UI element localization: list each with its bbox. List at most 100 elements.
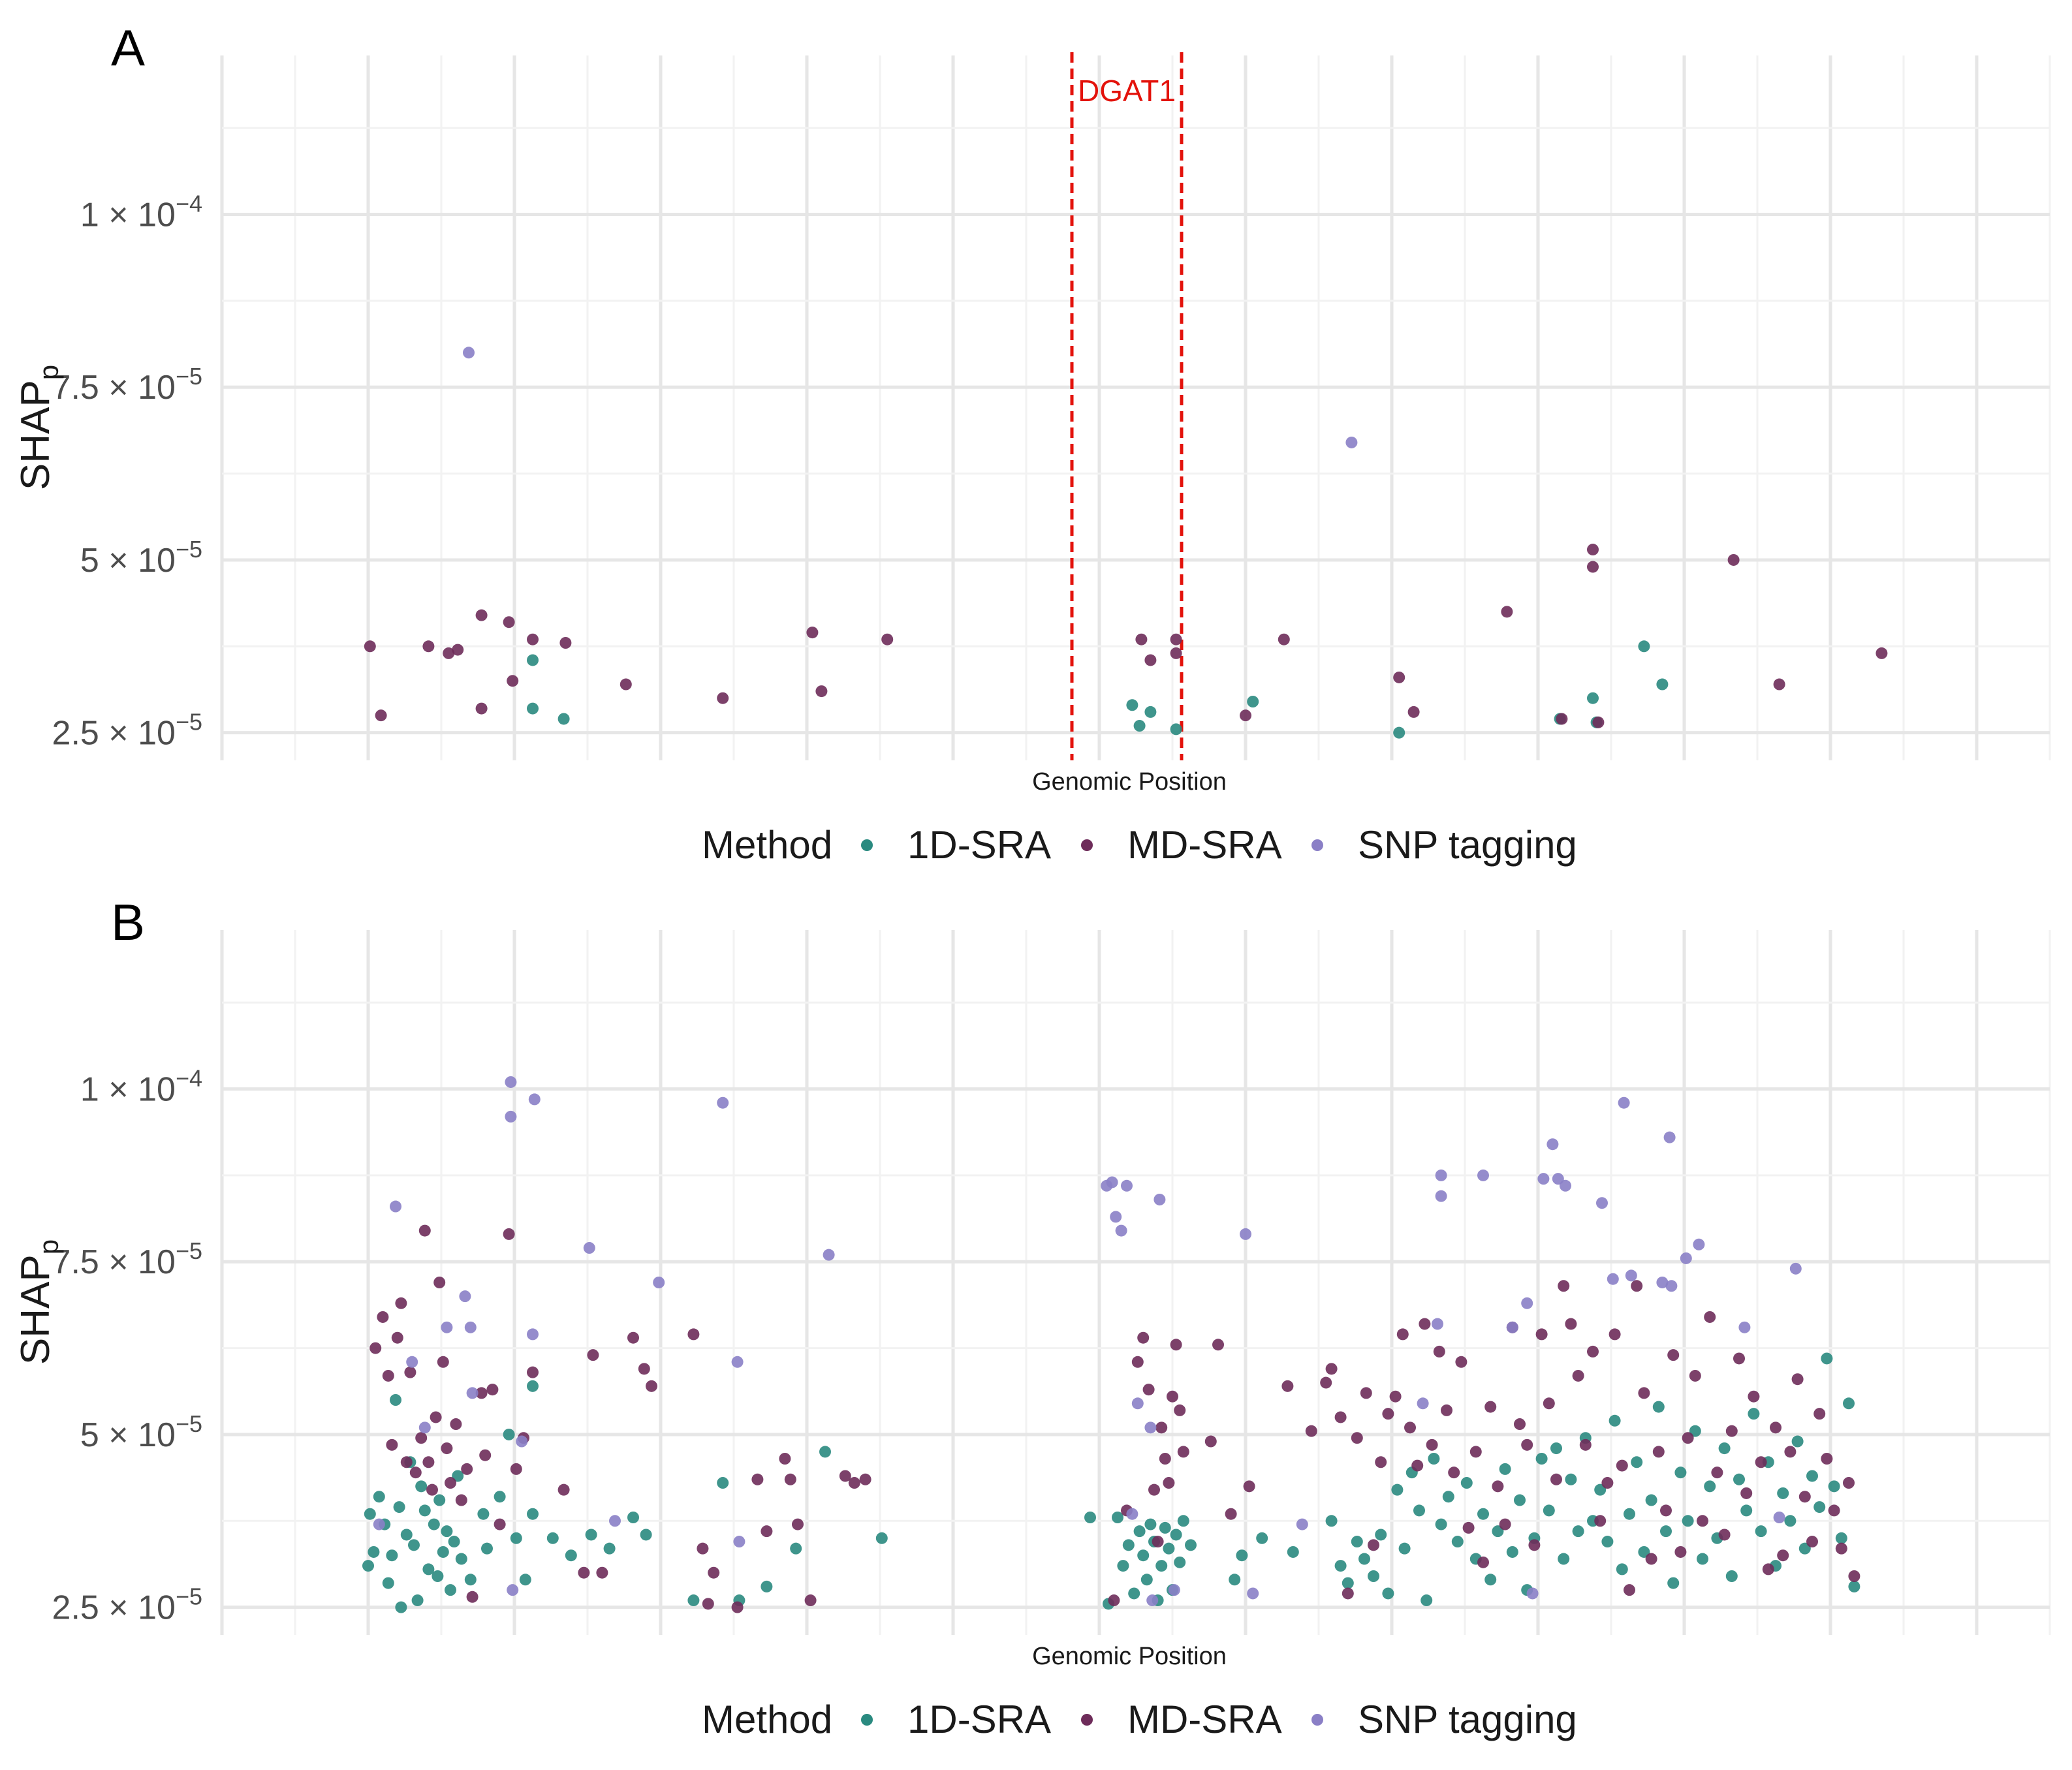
- y-tick-times: × 10: [99, 542, 176, 580]
- data-point: [1368, 1539, 1379, 1551]
- chart-panel-a: 2.5 × 10−55 × 10−57.5 × 10−51 × 10−4SHAP…: [13, 19, 2051, 867]
- data-point: [1665, 1280, 1678, 1292]
- data-point: [1432, 1318, 1443, 1330]
- data-point: [1469, 1446, 1482, 1458]
- data-point: [1543, 1504, 1555, 1517]
- data-point: [1351, 1432, 1363, 1444]
- y-tick-times: × 10: [99, 196, 176, 234]
- data-point: [1682, 1515, 1694, 1527]
- data-point: [1170, 633, 1182, 645]
- data-point: [1594, 1515, 1607, 1527]
- data-point: [1645, 1494, 1657, 1506]
- data-point: [1225, 1508, 1237, 1520]
- data-point: [761, 1580, 773, 1592]
- data-point: [1142, 1384, 1155, 1396]
- y-tick-mantissa: 1: [80, 1071, 99, 1109]
- data-point: [1477, 1508, 1489, 1520]
- data-point: [1170, 723, 1182, 736]
- data-point: [486, 1384, 499, 1396]
- data-point: [790, 1542, 802, 1555]
- data-point: [1596, 1197, 1608, 1209]
- data-point: [1243, 1480, 1255, 1493]
- y-tick-times: × 10: [99, 1243, 176, 1281]
- data-point: [377, 1311, 389, 1323]
- data-point: [516, 1435, 528, 1448]
- data-point: [1762, 1563, 1774, 1576]
- data-point: [1748, 1390, 1760, 1403]
- data-point: [1773, 1512, 1785, 1523]
- data-point: [415, 1480, 428, 1493]
- data-point: [578, 1566, 590, 1579]
- data-point: [395, 1601, 407, 1613]
- data-point: [609, 1515, 621, 1527]
- data-point: [1704, 1480, 1716, 1493]
- y-tick-exponent: −5: [176, 709, 202, 736]
- data-point: [505, 1110, 517, 1123]
- data-point: [1334, 1560, 1347, 1572]
- data-point: [565, 1549, 577, 1562]
- data-point: [466, 1387, 479, 1399]
- x-axis-label: Genomic Position: [1032, 768, 1227, 796]
- data-point: [1148, 1483, 1160, 1496]
- data-point: [1609, 1414, 1621, 1427]
- data-point: [1738, 1321, 1751, 1333]
- data-point: [1727, 553, 1740, 566]
- y-tick-label: 5 × 10−5: [80, 536, 202, 580]
- data-point: [400, 1529, 413, 1541]
- y-tick-exponent: −4: [176, 1065, 202, 1092]
- legend: Method 1D-SRA MD-SRA SNP tagging: [702, 1698, 1577, 1741]
- data-point: [1680, 1252, 1692, 1264]
- data-point: [546, 1532, 559, 1544]
- y-tick-mantissa: 5: [80, 542, 99, 580]
- data-point: [527, 654, 539, 666]
- data-point: [1499, 1518, 1511, 1530]
- data-point: [375, 709, 387, 722]
- data-point: [1382, 1587, 1394, 1600]
- data-point: [596, 1566, 608, 1579]
- data-point: [620, 678, 632, 691]
- data-point: [418, 1504, 431, 1517]
- data-point: [400, 1456, 413, 1468]
- data-point: [477, 1508, 490, 1520]
- data-point: [1154, 1193, 1166, 1205]
- data-point: [1733, 1473, 1745, 1485]
- data-point: [430, 1411, 442, 1423]
- data-point: [1813, 1408, 1826, 1420]
- data-point: [1212, 1339, 1224, 1351]
- data-point: [717, 1096, 729, 1109]
- data-point: [1618, 1096, 1630, 1109]
- data-point: [406, 1356, 418, 1368]
- data-point: [1442, 1491, 1454, 1503]
- data-point: [382, 1369, 394, 1382]
- data-point: [433, 1494, 446, 1506]
- y-axis-label: SHAPp: [13, 1239, 64, 1365]
- y-tick-label: 5 × 10−5: [80, 1410, 202, 1454]
- data-point: [459, 1290, 471, 1303]
- data-point: [1784, 1446, 1797, 1458]
- data-point: [1718, 1442, 1731, 1455]
- y-axis-label-subscript: p: [33, 1239, 64, 1254]
- data-point: [1506, 1321, 1518, 1333]
- legend-dot-snp-tagging: [1311, 1714, 1323, 1726]
- data-point: [1144, 1518, 1157, 1530]
- data-point: [1514, 1494, 1526, 1506]
- data-point: [1448, 1467, 1460, 1479]
- data-point: [1521, 1438, 1533, 1451]
- data-point: [1755, 1456, 1767, 1468]
- data-point: [1789, 1262, 1802, 1275]
- data-point: [432, 1570, 444, 1582]
- data-point: [461, 1463, 473, 1475]
- data-point: [1462, 1521, 1475, 1534]
- data-point: [1798, 1491, 1811, 1503]
- data-point: [527, 1328, 539, 1341]
- data-point: [395, 1297, 407, 1309]
- data-point: [418, 1224, 431, 1237]
- y-tick-mantissa: 2.5: [52, 715, 99, 753]
- data-point: [1697, 1515, 1708, 1527]
- data-point: [1351, 1536, 1363, 1548]
- data-point: [1579, 1438, 1592, 1451]
- data-point: [503, 1428, 515, 1440]
- data-point: [1126, 1508, 1138, 1520]
- data-point: [1375, 1456, 1387, 1468]
